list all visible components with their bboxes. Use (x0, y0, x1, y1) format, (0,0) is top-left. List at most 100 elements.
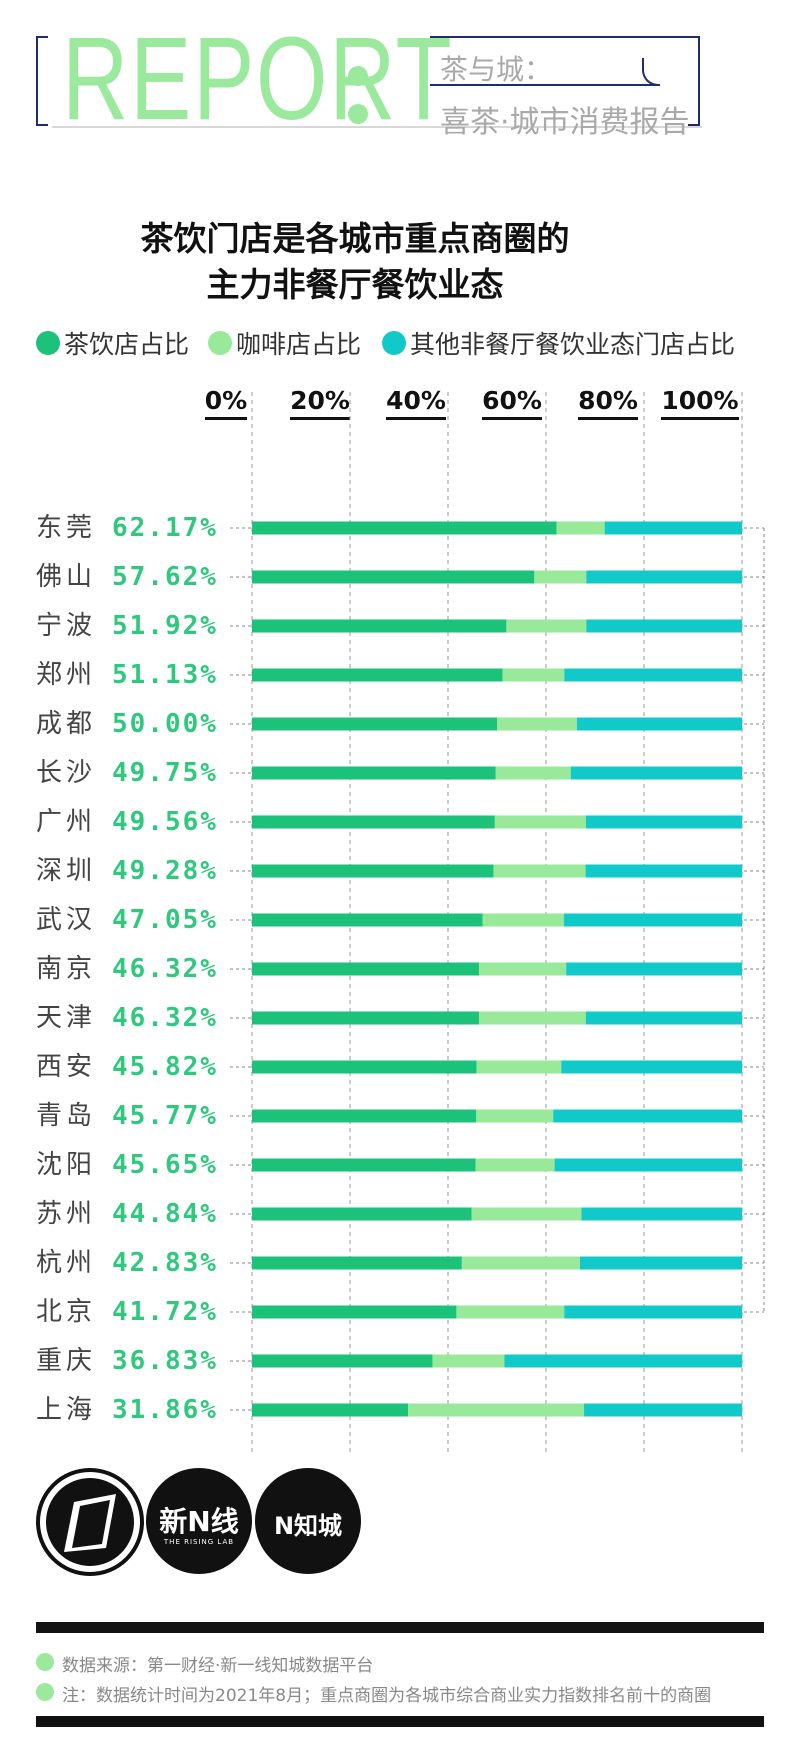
bar-segment-0-row-8 (252, 913, 483, 927)
tea-share-label-0: 62.17% (112, 513, 218, 543)
bar-segment-2-row-16 (564, 1305, 742, 1319)
bar-segment-2-row-10 (585, 1011, 742, 1025)
tea-share-label-11: 45.82% (112, 1052, 218, 1082)
tea-share-label-10: 46.32% (112, 1003, 218, 1033)
bar-segment-0-row-9 (252, 962, 479, 976)
tick-40-text: 40% (386, 386, 446, 420)
bar-segment-2-row-14 (581, 1207, 742, 1221)
report-logo-text: REPORT (62, 13, 454, 145)
bar-segment-2-row-1 (586, 570, 742, 584)
bar-segment-2-row-4 (576, 717, 742, 731)
city-label-0: 东莞 (36, 513, 97, 543)
report-colon-dot-top (348, 66, 368, 86)
city-label-6: 广州 (36, 807, 97, 837)
city-label-14: 苏州 (36, 1199, 97, 1229)
city-label-2: 宁波 (36, 611, 97, 641)
tick-label-20: 20% (280, 386, 360, 420)
bar-segment-0-row-10 (252, 1011, 479, 1025)
bar-segment-0-row-17 (252, 1354, 433, 1368)
tick-100-text: 100% (661, 386, 739, 420)
tea-share-label-13: 45.65% (112, 1150, 218, 1180)
legend-dot-coffee (208, 331, 232, 355)
bar-segment-1-row-0 (556, 521, 605, 535)
yicai-logo-icon (46, 1478, 134, 1566)
header-box-middle-line (430, 84, 658, 86)
tea-share-label-12: 45.77% (112, 1101, 218, 1131)
city-label-11: 西安 (36, 1052, 97, 1082)
rising-lab-main: 新N线 (146, 1500, 252, 1540)
bar-segment-0-row-2 (252, 619, 507, 633)
bar-segment-1-row-4 (497, 717, 577, 731)
city-label-7: 深圳 (36, 856, 97, 886)
tea-share-label-4: 50.00% (112, 709, 218, 739)
bar-segment-0-row-0 (252, 521, 557, 535)
tea-share-label-5: 49.75% (112, 758, 218, 788)
footnote: 注：数据统计时间为2021年8月；重点商圈为各城市综合商业实力指数排名前十的商圈 (62, 1686, 712, 1706)
bar-segment-2-row-2 (586, 619, 742, 633)
bar-segment-2-row-6 (585, 815, 742, 829)
tick-80-text: 80% (578, 386, 638, 420)
tick-label-40: 40% (376, 386, 456, 420)
rising-lab-xian: 线 (210, 1505, 239, 1538)
bar-segment-2-row-9 (566, 962, 742, 976)
tea-share-label-16: 41.72% (112, 1297, 218, 1327)
rising-lab-xin: 新 (159, 1505, 188, 1538)
city-label-18: 上海 (36, 1395, 97, 1425)
header-underline (52, 126, 702, 128)
tick-label-100: 100% (660, 386, 740, 420)
chart-title-line2: 主力非餐厅餐饮业态 (206, 265, 504, 304)
bar-segment-0-row-15 (252, 1256, 462, 1270)
tick-label-80: 80% (568, 386, 648, 420)
bar-segment-2-row-7 (585, 864, 742, 878)
bar-segment-1-row-6 (494, 815, 586, 829)
bar-segment-1-row-5 (495, 766, 571, 780)
tea-share-label-8: 47.05% (112, 905, 218, 935)
legend-label-other: 其他非餐厅餐饮业态门店占比 (410, 330, 736, 359)
legend-item-other: 其他非餐厅餐饮业态门店占比 (382, 326, 735, 360)
tick-60-text: 60% (482, 386, 542, 420)
bar-segment-0-row-3 (252, 668, 503, 682)
bar-segment-1-row-14 (471, 1207, 582, 1221)
legend-dot-tea (36, 331, 60, 355)
bar-segment-2-row-15 (579, 1256, 742, 1270)
rising-lab-subtext: THE RISING LAB (163, 1538, 235, 1546)
bar-segment-1-row-16 (456, 1305, 565, 1319)
city-label-8: 武汉 (36, 905, 97, 935)
logo-zhicheng: N知城 (255, 1468, 361, 1574)
header-bracket-left-top (36, 36, 48, 38)
tea-share-label-9: 46.32% (112, 954, 218, 984)
bar-segment-0-row-5 (252, 766, 496, 780)
zhicheng-n-icon: N (273, 1512, 295, 1540)
city-label-12: 青岛 (36, 1101, 97, 1131)
bar-segment-1-row-13 (475, 1158, 555, 1172)
legend-item-coffee: 咖啡店占比 (208, 326, 361, 360)
tea-share-label-17: 36.83% (112, 1346, 218, 1376)
logo-yicai (36, 1468, 144, 1576)
city-label-15: 杭州 (36, 1248, 97, 1278)
city-label-10: 天津 (36, 1003, 97, 1033)
note-dot-note (36, 1683, 54, 1701)
tea-share-label-18: 31.86% (112, 1395, 218, 1425)
tick-label-60: 60% (472, 386, 552, 420)
header-bracket-left-bottom (36, 124, 48, 126)
bar-segment-2-row-18 (584, 1403, 742, 1417)
city-label-9: 南京 (36, 954, 97, 984)
bar-segment-0-row-4 (252, 717, 497, 731)
bar-segment-1-row-15 (461, 1256, 580, 1270)
header-box-right-bottom (688, 124, 700, 126)
bar-segment-2-row-3 (564, 668, 742, 682)
legend-dot-other (382, 331, 406, 355)
report-subtitle-line1: 茶与城： (440, 53, 553, 86)
bar-segment-0-row-11 (252, 1060, 477, 1074)
logo-rising-lab: 新N线 THE RISING LAB (146, 1468, 252, 1574)
report-colon-dot-bottom (348, 104, 368, 124)
bar-segment-2-row-13 (554, 1158, 742, 1172)
bar-segment-0-row-12 (252, 1109, 477, 1123)
city-label-16: 北京 (36, 1297, 97, 1327)
bar-segment-1-row-10 (478, 1011, 586, 1025)
bar-segment-1-row-17 (432, 1354, 505, 1368)
bar-segment-2-row-17 (504, 1354, 742, 1368)
city-label-13: 沈阳 (36, 1150, 97, 1180)
city-label-3: 郑州 (36, 660, 97, 690)
